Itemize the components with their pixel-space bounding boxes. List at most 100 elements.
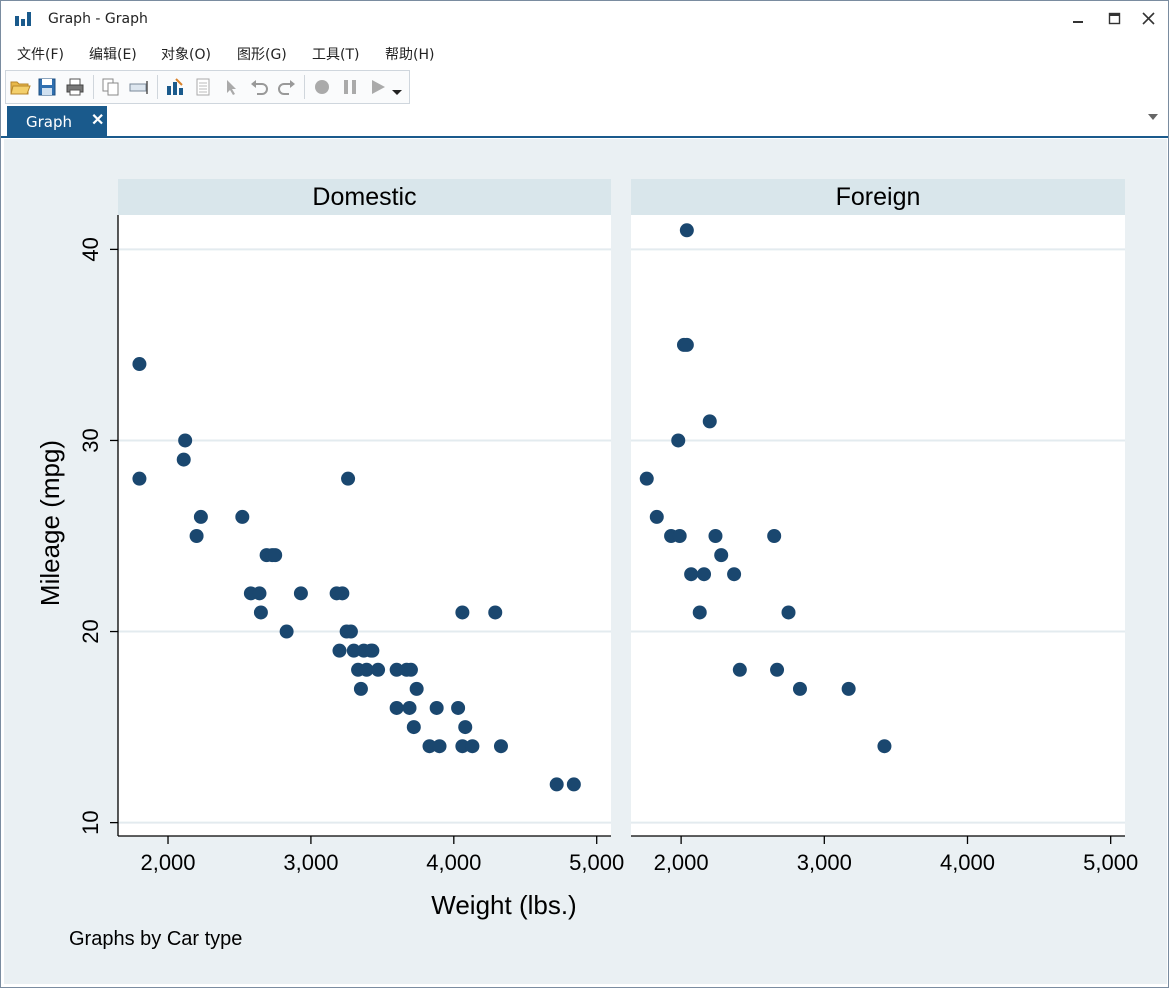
data-point-foreign — [732, 662, 747, 677]
graph-canvas: Domestic Foreign 2,000 3,000 4,000 5,000 10 20… — [4, 139, 1167, 984]
tab-label: Graph — [26, 113, 73, 131]
data-point-foreign — [708, 529, 723, 544]
data-point-domestic — [455, 739, 470, 754]
data-point-foreign — [679, 337, 694, 352]
tab-overflow-chevron-down-icon[interactable] — [1148, 114, 1158, 120]
save-icon[interactable] — [36, 76, 58, 98]
data-point-domestic — [253, 605, 268, 620]
y-axis-label: Mileage (mpg) — [35, 440, 65, 606]
pointer-icon[interactable] — [220, 76, 242, 98]
y-tick-label: 40 — [78, 237, 103, 261]
data-point-domestic — [406, 720, 421, 735]
dropdown-icon[interactable] — [390, 76, 404, 98]
data-point-foreign — [692, 605, 707, 620]
pause-icon[interactable] — [339, 76, 361, 98]
data-point-foreign — [639, 471, 654, 486]
menu-tools[interactable]: 工具(T) — [312, 47, 360, 63]
data-point-foreign — [684, 567, 699, 582]
print-icon[interactable] — [64, 76, 86, 98]
data-point-domestic — [346, 643, 361, 658]
panel-header-domestic — [118, 179, 611, 215]
data-point-domestic — [488, 605, 503, 620]
toolbar-separator — [157, 75, 158, 99]
play-icon[interactable] — [367, 76, 389, 98]
y-tick-label: 30 — [78, 428, 103, 452]
data-point-foreign — [767, 529, 782, 544]
data-point-foreign — [679, 223, 694, 238]
menu-object[interactable]: 对象(O) — [161, 47, 211, 63]
menu-help[interactable]: 帮助(H) — [385, 47, 435, 63]
maximize-button[interactable] — [1100, 5, 1128, 31]
data-point-domestic — [193, 509, 208, 524]
menu-edit[interactable]: 编辑(E) — [89, 47, 137, 63]
close-window-button[interactable] — [1134, 5, 1162, 31]
data-point-foreign — [649, 509, 664, 524]
maximize-icon — [1108, 12, 1120, 24]
record-icon[interactable] — [311, 76, 333, 98]
data-point-foreign — [841, 681, 856, 696]
table-icon[interactable] — [192, 76, 214, 98]
menu-bar: 文件(F) 编辑(E) 对象(O) 图形(G) 工具(T) 帮助(H) — [1, 41, 1168, 65]
x-tick-label: 5,000 — [569, 850, 624, 875]
title-bar: Graph - Graph — [1, 1, 1168, 35]
data-point-foreign — [697, 567, 712, 582]
undo-icon[interactable] — [248, 76, 270, 98]
menu-file[interactable]: 文件(F) — [17, 47, 64, 63]
data-point-domestic — [422, 739, 437, 754]
data-point-domestic — [549, 777, 564, 792]
rename-icon[interactable] — [128, 76, 150, 98]
data-point-domestic — [371, 662, 386, 677]
plot-region-foreign — [631, 215, 1125, 836]
tab-graph[interactable]: Graph ✕ — [7, 106, 107, 136]
minimize-icon — [1073, 21, 1083, 23]
document-tab-strip: Graph ✕ — [1, 106, 1168, 138]
open-folder-icon[interactable] — [9, 76, 31, 98]
data-point-domestic — [341, 471, 356, 486]
data-point-domestic — [343, 624, 358, 639]
x-tick-label: 2,000 — [140, 850, 195, 875]
data-point-domestic — [335, 586, 350, 601]
data-point-foreign — [727, 567, 742, 582]
data-point-domestic — [566, 777, 581, 792]
data-point-domestic — [132, 471, 147, 486]
data-point-domestic — [402, 700, 417, 715]
graph-editor-icon[interactable] — [164, 76, 186, 98]
menu-graph[interactable]: 图形(G) — [237, 47, 287, 63]
redo-icon[interactable] — [276, 76, 298, 98]
y-tick-label: 20 — [78, 619, 103, 643]
data-point-foreign — [702, 414, 717, 429]
data-point-domestic — [403, 662, 418, 677]
graph-app-icon — [15, 12, 31, 26]
data-point-domestic — [432, 739, 447, 754]
data-point-foreign — [781, 605, 796, 620]
data-point-domestic — [176, 452, 191, 467]
y-tick-label: 10 — [78, 810, 103, 834]
data-point-foreign — [770, 662, 785, 677]
data-point-domestic — [293, 586, 308, 601]
window-title: Graph - Graph — [48, 11, 148, 27]
data-point-domestic — [189, 529, 204, 544]
tab-close-icon[interactable]: ✕ — [91, 112, 105, 129]
data-point-domestic — [455, 605, 470, 620]
copy-icon[interactable] — [100, 76, 122, 98]
x-tick-label: 4,000 — [940, 850, 995, 875]
graph-note: Graphs by Car type — [69, 928, 242, 950]
data-point-domestic — [458, 720, 473, 735]
data-point-domestic — [279, 624, 294, 639]
x-axis-label: Weight (lbs.) — [431, 890, 576, 920]
toolbar-separator — [93, 75, 94, 99]
data-point-domestic — [178, 433, 193, 448]
plot-region-domestic — [118, 215, 611, 836]
data-point-domestic — [465, 739, 480, 754]
data-point-domestic — [389, 700, 404, 715]
data-point-foreign — [714, 548, 729, 563]
data-point-domestic — [359, 662, 374, 677]
toolbar — [5, 70, 410, 104]
data-point-foreign — [792, 681, 807, 696]
minimize-button[interactable] — [1064, 5, 1092, 31]
data-point-domestic — [409, 681, 424, 696]
data-point-domestic — [353, 681, 368, 696]
close-icon — [1141, 11, 1155, 25]
data-point-domestic — [389, 662, 404, 677]
x-tick-label: 2,000 — [654, 850, 709, 875]
